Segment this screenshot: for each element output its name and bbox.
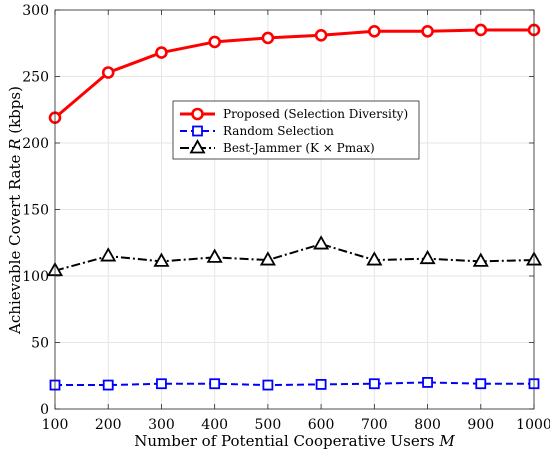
y-tick-label: 150 <box>22 203 49 219</box>
y-tick-label: 300 <box>22 3 49 19</box>
ticks: 100 200 300 400 500 600 700 800 900 1000 0 50 100 150… <box>22 3 550 433</box>
data-point <box>209 378 221 390</box>
x-tick-label: 100 <box>42 417 69 433</box>
data-point <box>262 379 274 391</box>
x-tick-label: 800 <box>414 417 441 433</box>
data-point <box>155 46 168 59</box>
data-point <box>208 35 221 49</box>
series-line <box>55 381 534 387</box>
series-layer <box>46 23 543 391</box>
data-point <box>100 247 117 262</box>
data-point <box>313 235 330 250</box>
x-tick-label: 700 <box>361 417 388 433</box>
x-tick-label: 900 <box>467 417 494 433</box>
x-tick-label: 300 <box>148 417 175 433</box>
legend-entry: Best-Jammer (K × Pmax) <box>223 141 375 155</box>
x-tick-label: 200 <box>95 417 122 433</box>
y-tick-label: 0 <box>40 402 49 418</box>
legend-swatch-marker <box>192 125 203 137</box>
y-tick-label: 50 <box>31 336 49 352</box>
x-tick-label: 500 <box>255 417 282 433</box>
data-point <box>368 24 381 38</box>
data-point <box>421 24 434 38</box>
y-tick-label: 250 <box>22 70 49 86</box>
data-point <box>206 248 223 263</box>
data-point <box>101 66 115 79</box>
y-tick-label: 200 <box>22 136 49 152</box>
data-point <box>261 31 275 45</box>
x-tick-label: 600 <box>308 417 335 433</box>
y-axis-label: Achievable Covert Rate R (kbps) <box>6 86 24 335</box>
series-line <box>54 243 535 272</box>
series-line <box>54 28 534 119</box>
data-point <box>314 28 328 42</box>
x-tick-label: 1000 <box>516 417 550 433</box>
data-point <box>368 378 380 390</box>
data-point <box>472 252 489 267</box>
data-point <box>366 251 383 266</box>
data-point <box>315 378 327 390</box>
data-point <box>422 376 433 388</box>
legend-entry: Proposed (Selection Diversity) <box>223 107 408 121</box>
data-point <box>259 251 276 266</box>
data-point <box>156 378 167 390</box>
data-point <box>153 252 170 267</box>
legend-swatch-marker <box>189 139 206 154</box>
data-point <box>419 249 436 265</box>
data-point <box>474 23 488 37</box>
x-tick-label: 400 <box>201 417 228 433</box>
data-point <box>102 379 114 391</box>
legend: Proposed (Selection Diversity) Random Sel… <box>172 100 420 160</box>
series-3 <box>46 235 543 277</box>
legend-swatch-marker <box>191 107 204 121</box>
data-point <box>475 378 487 390</box>
x-axis-label: Number of Potential Cooperative Users M <box>134 432 455 450</box>
legend-entry: Random Selection <box>223 124 334 138</box>
y-tick-label: 100 <box>22 269 49 285</box>
